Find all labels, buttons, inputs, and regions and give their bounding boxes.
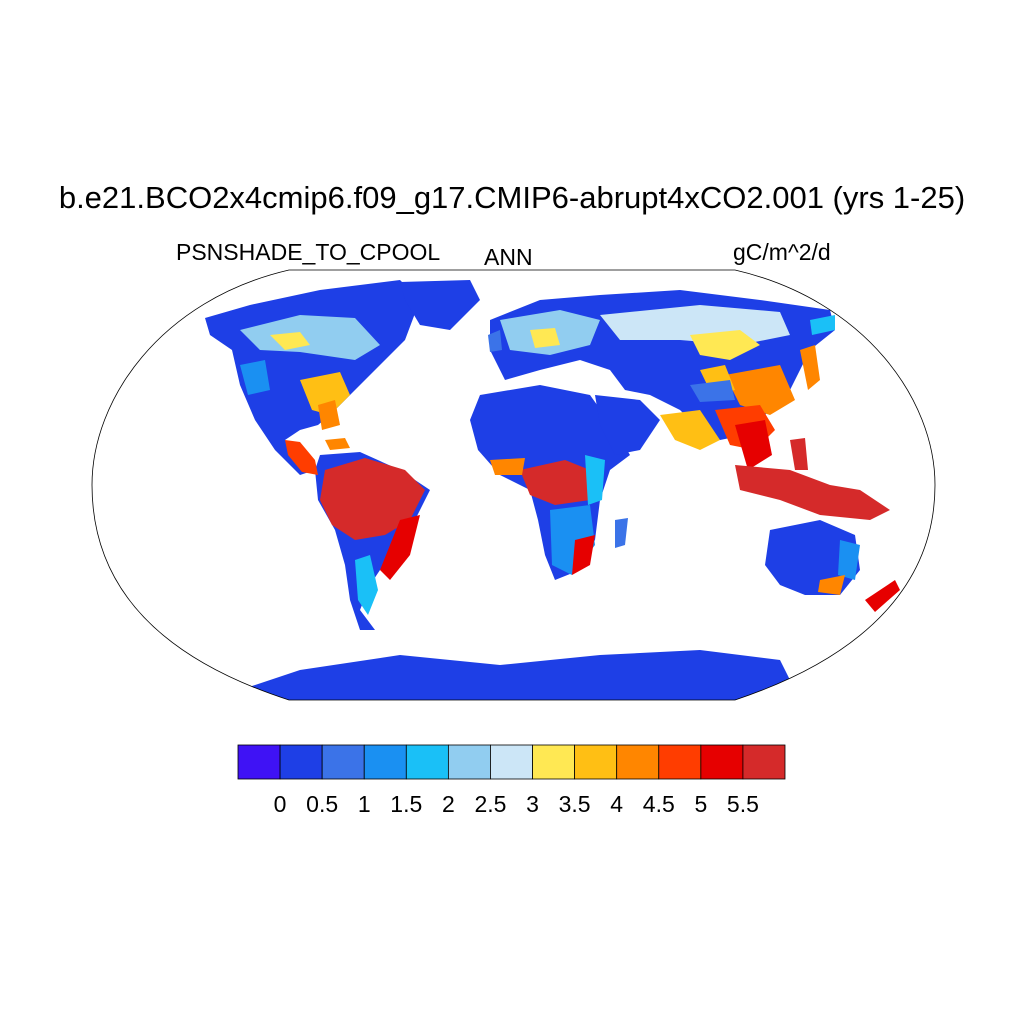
colorbar-swatch — [616, 744, 660, 780]
variable-label: PSNSHADE_TO_CPOOL — [176, 239, 441, 265]
colorbar-swatch — [700, 744, 744, 780]
japan — [800, 345, 820, 390]
philippines — [790, 438, 808, 470]
brazil-east — [380, 515, 420, 580]
colorbar-tick-label: 2 — [441, 791, 455, 817]
siberia-yellow — [690, 330, 760, 360]
uk — [488, 330, 502, 352]
greenland — [400, 280, 480, 330]
australia-east — [838, 540, 860, 580]
colorbar-tick-label: 0 — [273, 791, 287, 817]
china-east — [725, 365, 795, 415]
colorbar-swatch — [532, 744, 576, 780]
congo — [520, 460, 595, 505]
colorbar-tick-label: 3 — [526, 791, 539, 817]
figure-title: b.e21.BCO2x4cmip6.f09_g17.CMIP6-abrupt4x… — [58, 180, 966, 215]
tibet — [690, 380, 735, 402]
canada-yellow — [270, 332, 310, 350]
colorbar-tick-label: 0.5 — [306, 791, 339, 817]
amazon — [320, 458, 425, 540]
colorbar-swatch — [237, 744, 281, 780]
colorbar-swatch — [279, 744, 323, 780]
southern-cone — [355, 555, 378, 615]
colorbar — [237, 744, 786, 780]
se-africa-red — [572, 535, 595, 575]
us-east — [300, 372, 350, 415]
australia-southeast — [818, 575, 845, 595]
season-label: ANN — [484, 244, 533, 270]
new-zealand — [865, 580, 900, 612]
arabia-india-corridor — [595, 395, 660, 455]
madagascar — [615, 518, 628, 548]
colorbar-swatch — [742, 744, 786, 780]
antarctica — [240, 650, 800, 700]
europe-yellow — [530, 328, 560, 348]
us-southeast — [318, 400, 340, 430]
colorbar-tick-label: 3.5 — [558, 791, 591, 817]
maritime-continent — [735, 465, 890, 520]
units-label: gC/m^2/d — [733, 239, 831, 265]
colorbar-swatch — [405, 744, 449, 780]
canada-boreal — [240, 315, 380, 360]
east-africa — [585, 455, 605, 505]
indochina-red — [735, 420, 772, 470]
globe-outline — [91, 269, 936, 701]
colorbar-tick-label: 2.5 — [474, 791, 507, 817]
colorbar-swatch — [658, 744, 702, 780]
colorbar-swatch — [490, 744, 533, 780]
kamchatka — [810, 315, 835, 335]
colorbar-swatch — [574, 744, 618, 780]
caribbean — [325, 438, 350, 450]
colorbar-tick-label: 5.5 — [726, 791, 759, 817]
colorbar-swatch — [447, 744, 491, 780]
colorbar-swatch — [321, 744, 365, 780]
land-layer — [205, 280, 900, 700]
west-africa — [490, 458, 525, 475]
central-america — [285, 440, 318, 475]
australia — [765, 520, 860, 595]
colorbar-tick-label: 1 — [357, 791, 371, 817]
colorbar-swatch — [363, 744, 407, 780]
colorbar-tick-label: 1.5 — [390, 791, 423, 817]
colorbar-tick-label: 4.5 — [642, 791, 675, 817]
india — [660, 410, 720, 450]
colorbar-tick-label: 5 — [694, 791, 708, 817]
us-west — [240, 360, 270, 395]
colorbar-tick-label: 4 — [610, 791, 624, 817]
